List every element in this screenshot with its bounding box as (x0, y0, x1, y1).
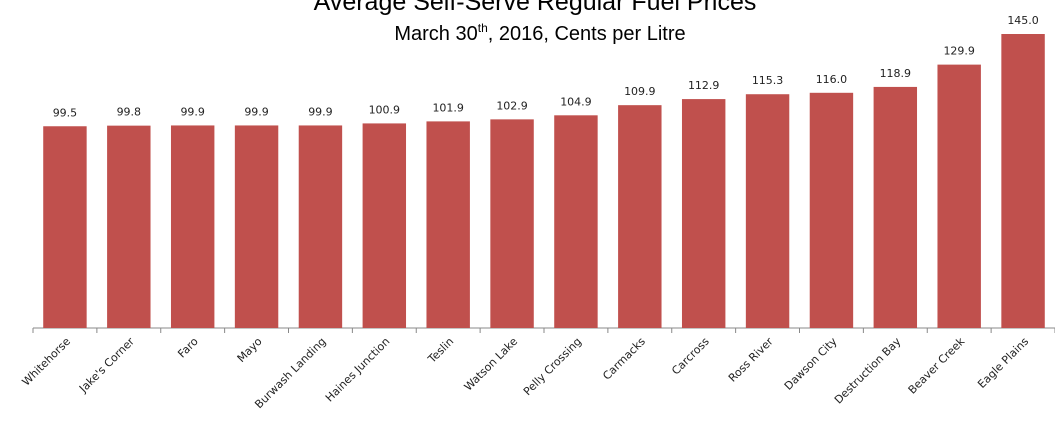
value-label: 109.9 (624, 85, 656, 98)
value-label: 129.9 (943, 45, 975, 58)
value-label: 102.9 (496, 99, 528, 112)
bar (234, 125, 279, 328)
x-tick-label: Carcross (669, 335, 712, 378)
x-tick-label: Eagle Plains (975, 335, 1031, 391)
x-tick-label: Dawson City (782, 335, 840, 393)
value-label: 99.9 (308, 105, 333, 118)
bar (681, 99, 726, 329)
x-tick-label: Destruction Bay (832, 335, 904, 407)
x-tick-label: Faro (175, 335, 201, 361)
value-label: 99.9 (244, 105, 269, 118)
x-tick-label: Whitehorse (20, 335, 74, 389)
value-label: 116.0 (816, 73, 848, 86)
bar (426, 121, 470, 328)
x-tick-label: Pelly Crossing (521, 335, 584, 398)
bar (554, 115, 598, 328)
bar (490, 119, 534, 328)
bar (873, 86, 918, 328)
x-tick-label: Jake's Corner (76, 335, 137, 396)
bar (809, 92, 854, 328)
bar (1001, 34, 1045, 328)
x-tick-label: Haines Junction (323, 335, 393, 405)
value-label: 104.9 (560, 95, 592, 108)
bar (43, 126, 87, 328)
x-tick-label: Teslin (425, 335, 456, 366)
bar (170, 125, 215, 328)
value-label: 99.8 (117, 106, 142, 119)
chart-title: Average Self-Serve Regular Fuel Prices (314, 0, 757, 16)
value-label: 115.3 (752, 74, 784, 87)
bar (107, 125, 151, 328)
x-tick-label: Beaver Creek (906, 334, 968, 396)
x-tick-label: Mayo (235, 335, 265, 365)
bar (362, 123, 407, 328)
subtitle-part: , 2016, Cents per Litre (488, 23, 686, 45)
x-tick-label: Burwash Landing (252, 335, 328, 411)
chart-subtitle: March 30th, 2016, Cents per Litre (394, 21, 685, 45)
x-tick-label: Ross River (726, 335, 776, 385)
value-label: 118.9 (880, 67, 912, 80)
bar (937, 64, 981, 329)
x-tick-label: Carmacks (600, 335, 648, 383)
subtitle-part: March 30 (394, 23, 477, 45)
value-label: 100.9 (369, 103, 401, 116)
x-tick-label: Watson Lake (462, 335, 521, 394)
value-label: 112.9 (688, 79, 720, 92)
bar (745, 94, 790, 329)
bar (618, 105, 662, 328)
value-label: 145.0 (1007, 14, 1039, 27)
subtitle-superscript: th (478, 21, 488, 35)
value-label: 99.5 (53, 106, 78, 119)
value-label: 101.9 (432, 101, 464, 114)
bar (298, 125, 343, 328)
value-label: 99.9 (180, 105, 205, 118)
